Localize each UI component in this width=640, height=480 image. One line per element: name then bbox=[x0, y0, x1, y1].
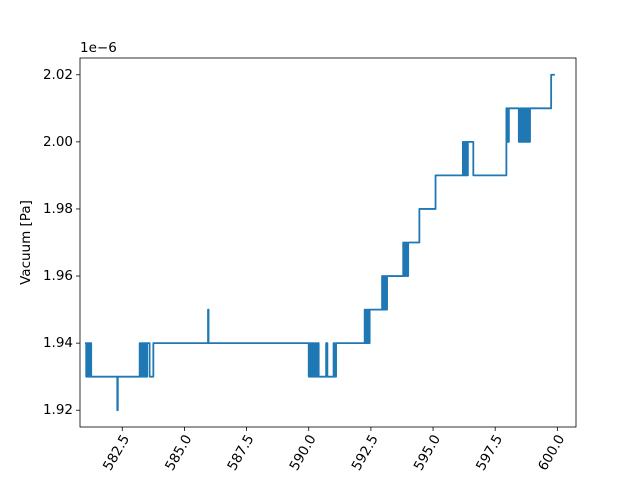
y-axis: 1.92 1.94 1.96 1.98 2.00 2.02 bbox=[43, 67, 80, 418]
y-offset-label: 1e−6 bbox=[80, 40, 117, 56]
series-line-0 bbox=[84, 73, 555, 412]
plot-area bbox=[84, 73, 555, 412]
y-tick-label: 1.96 bbox=[43, 268, 73, 284]
y-tick-label: 2.02 bbox=[43, 67, 73, 83]
axes-frame bbox=[79, 57, 577, 428]
y-axis-label: Vacuum [Pa] bbox=[18, 200, 34, 285]
y-tick-label: 2.00 bbox=[43, 134, 73, 150]
y-tick-label: 1.98 bbox=[43, 201, 73, 217]
y-tick-label: 1.94 bbox=[43, 335, 73, 351]
y-tick-label: 1.92 bbox=[43, 402, 73, 418]
